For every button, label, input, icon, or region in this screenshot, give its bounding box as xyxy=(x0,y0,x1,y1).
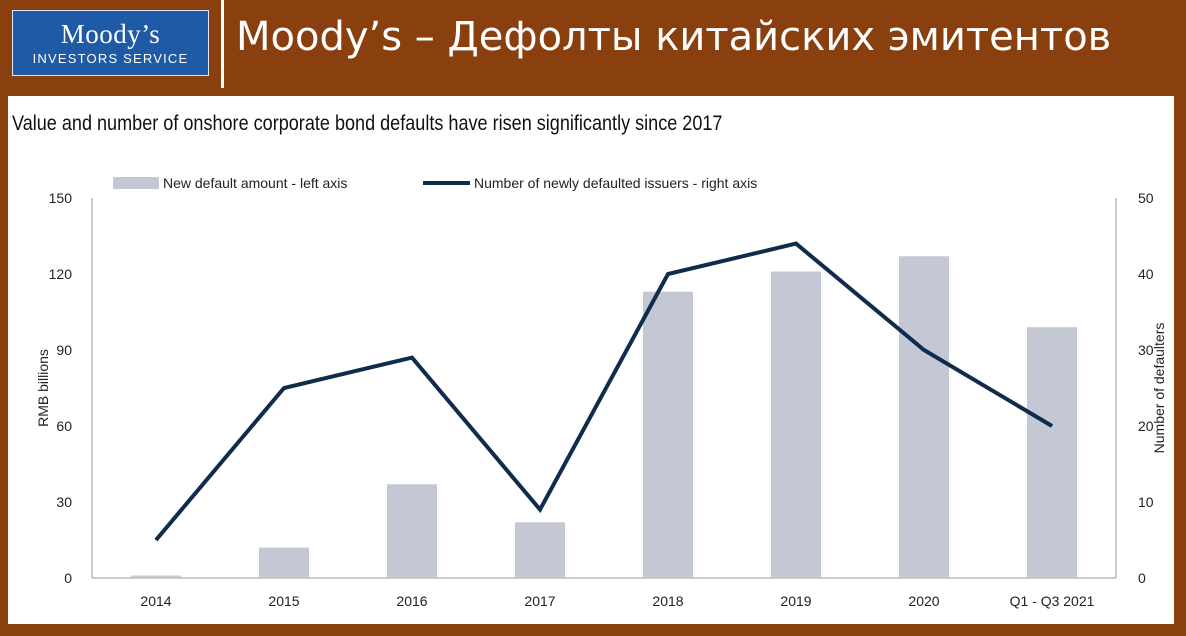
bar xyxy=(771,271,821,578)
x-tick-label: 2018 xyxy=(652,593,683,609)
moodys-logo: Moody’s INVESTORS SERVICE xyxy=(12,10,209,76)
bar xyxy=(387,484,437,578)
x-tick-label: 2019 xyxy=(780,593,811,609)
x-tick-label: Q1 - Q3 2021 xyxy=(1010,593,1095,609)
y2-tick-label: 50 xyxy=(1138,190,1154,206)
chart-legend: New default amount - left axis Number of… xyxy=(113,175,757,191)
series-line xyxy=(154,241,1054,542)
chart-panel: Value and number of onshore corporate bo… xyxy=(8,96,1174,624)
legend-bar-label: New default amount - left axis xyxy=(163,175,347,191)
x-tick-label: 2014 xyxy=(140,593,171,609)
logo-subtitle: INVESTORS SERVICE xyxy=(32,50,189,66)
x-tick-label: 2017 xyxy=(524,593,555,609)
x-tick-label: 2016 xyxy=(396,593,427,609)
y2-tick-label: 0 xyxy=(1138,570,1146,586)
y2-axis-label: Number of defaulters xyxy=(1151,323,1167,454)
header-divider xyxy=(221,0,224,88)
line-point xyxy=(795,243,797,245)
y-tick-label: 120 xyxy=(49,266,73,282)
bar xyxy=(1027,327,1077,578)
line-point xyxy=(667,273,669,275)
x-tick-label: 2015 xyxy=(268,593,299,609)
y-axis-label: RMB billions xyxy=(35,349,51,427)
y-tick-label: 0 xyxy=(64,570,72,586)
y2-tick-label: 30 xyxy=(1138,342,1154,358)
y2-tick-label: 10 xyxy=(1138,494,1154,510)
line-point xyxy=(539,509,541,511)
legend-bar-swatch xyxy=(113,177,159,189)
bar xyxy=(643,291,693,578)
chart-line xyxy=(154,241,1054,542)
y-tick-label: 150 xyxy=(49,190,73,206)
chart-svg: New default amount - left axis Number of… xyxy=(35,175,1167,609)
logo-name: Moody’s xyxy=(60,18,161,49)
bar xyxy=(899,256,949,578)
y-tick-label: 60 xyxy=(56,418,72,434)
y2-tick-label: 20 xyxy=(1138,418,1154,434)
line-point xyxy=(411,357,413,359)
line-point xyxy=(283,387,285,389)
line-point xyxy=(1051,425,1053,427)
chart-ticks: 0 30 60 90 120 150 0 10 20 30 40 50 2014 2015 2016 2017… xyxy=(49,190,1154,609)
legend-line-label: Number of newly defaulted issuers - righ… xyxy=(474,175,757,191)
bar xyxy=(131,575,181,578)
bar xyxy=(259,547,309,578)
line-point xyxy=(155,539,157,541)
bar xyxy=(515,522,565,578)
x-tick-label: 2020 xyxy=(908,593,939,609)
chart-title: Value and number of onshore corporate bo… xyxy=(12,112,723,135)
line-point xyxy=(923,349,925,351)
page-title: Moody’s – Дефолты китайских эмитентов xyxy=(236,14,1112,60)
y-tick-label: 30 xyxy=(56,494,72,510)
chart-bars xyxy=(131,256,1077,578)
y-tick-label: 90 xyxy=(56,342,72,358)
y2-tick-label: 40 xyxy=(1138,266,1154,282)
